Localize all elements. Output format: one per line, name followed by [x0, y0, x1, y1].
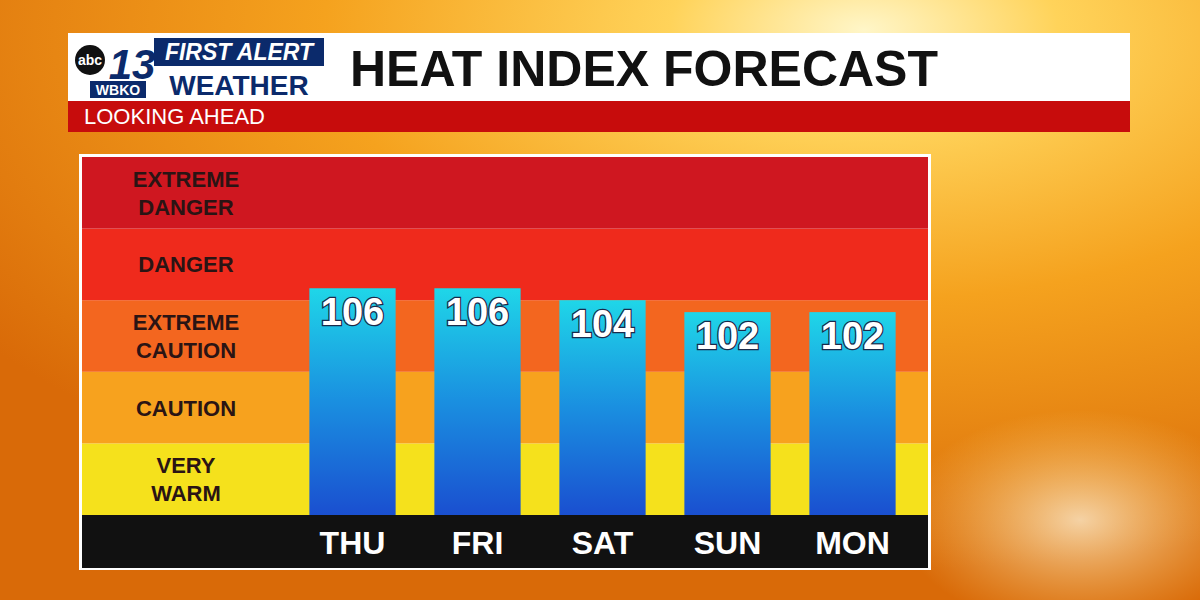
band-label: EXTREME CAUTION [133, 310, 239, 363]
category-strip [82, 515, 928, 568]
band-label: CAUTION [136, 396, 236, 421]
brand-box [154, 38, 324, 66]
band-label-line: DANGER [138, 195, 233, 220]
data-labels: 106 106 104 102 102 [321, 291, 884, 357]
band-label-line: CAUTION [136, 396, 236, 421]
network: abc [78, 52, 102, 68]
category-label: FRI [452, 525, 504, 561]
bar [434, 288, 520, 515]
bar [809, 312, 895, 515]
bar [559, 300, 645, 515]
channel: 13 [109, 41, 156, 88]
band-label-line: VERY [156, 453, 215, 478]
panel-frame [79, 154, 931, 570]
band-label-line: EXTREME [133, 310, 239, 335]
data-label: 106 [321, 291, 384, 333]
data-label: 104 [571, 303, 634, 345]
bands [82, 157, 928, 515]
band [82, 157, 928, 229]
station: WBKO [96, 82, 140, 98]
band-label: DANGER [138, 252, 233, 277]
category-label: SUN [694, 525, 762, 561]
band-label-line: WARM [151, 481, 221, 506]
data-label: 106 [446, 291, 509, 333]
data-label: 102 [696, 315, 759, 357]
category-label: THU [320, 525, 386, 561]
bars [309, 288, 895, 515]
station-box [90, 81, 146, 98]
brand-line1: FIRST ALERT [165, 39, 315, 65]
cloud-glow [900, 410, 1200, 600]
category-label: SAT [572, 525, 634, 561]
subtitle-bar [68, 101, 1130, 132]
data-label: 102 [821, 315, 884, 357]
band-label: VERY WARM [151, 453, 221, 506]
bar [309, 288, 395, 515]
category-label: MON [815, 525, 890, 561]
network-logo [75, 45, 105, 75]
header-box [68, 33, 1130, 101]
band-label-line: DANGER [138, 252, 233, 277]
title: HEAT INDEX FORECAST [350, 41, 938, 97]
brand-line2: WEATHER [169, 70, 308, 101]
band-label-line: CAUTION [136, 338, 236, 363]
subtitle: LOOKING AHEAD [84, 104, 265, 129]
bar [684, 312, 770, 515]
band-label: EXTREME DANGER [133, 167, 239, 220]
band-label-line: EXTREME [133, 167, 239, 192]
chart-root: abc 13WBKO FIRST ALERT WEATHER HEAT INDEX FO… [0, 0, 1200, 600]
